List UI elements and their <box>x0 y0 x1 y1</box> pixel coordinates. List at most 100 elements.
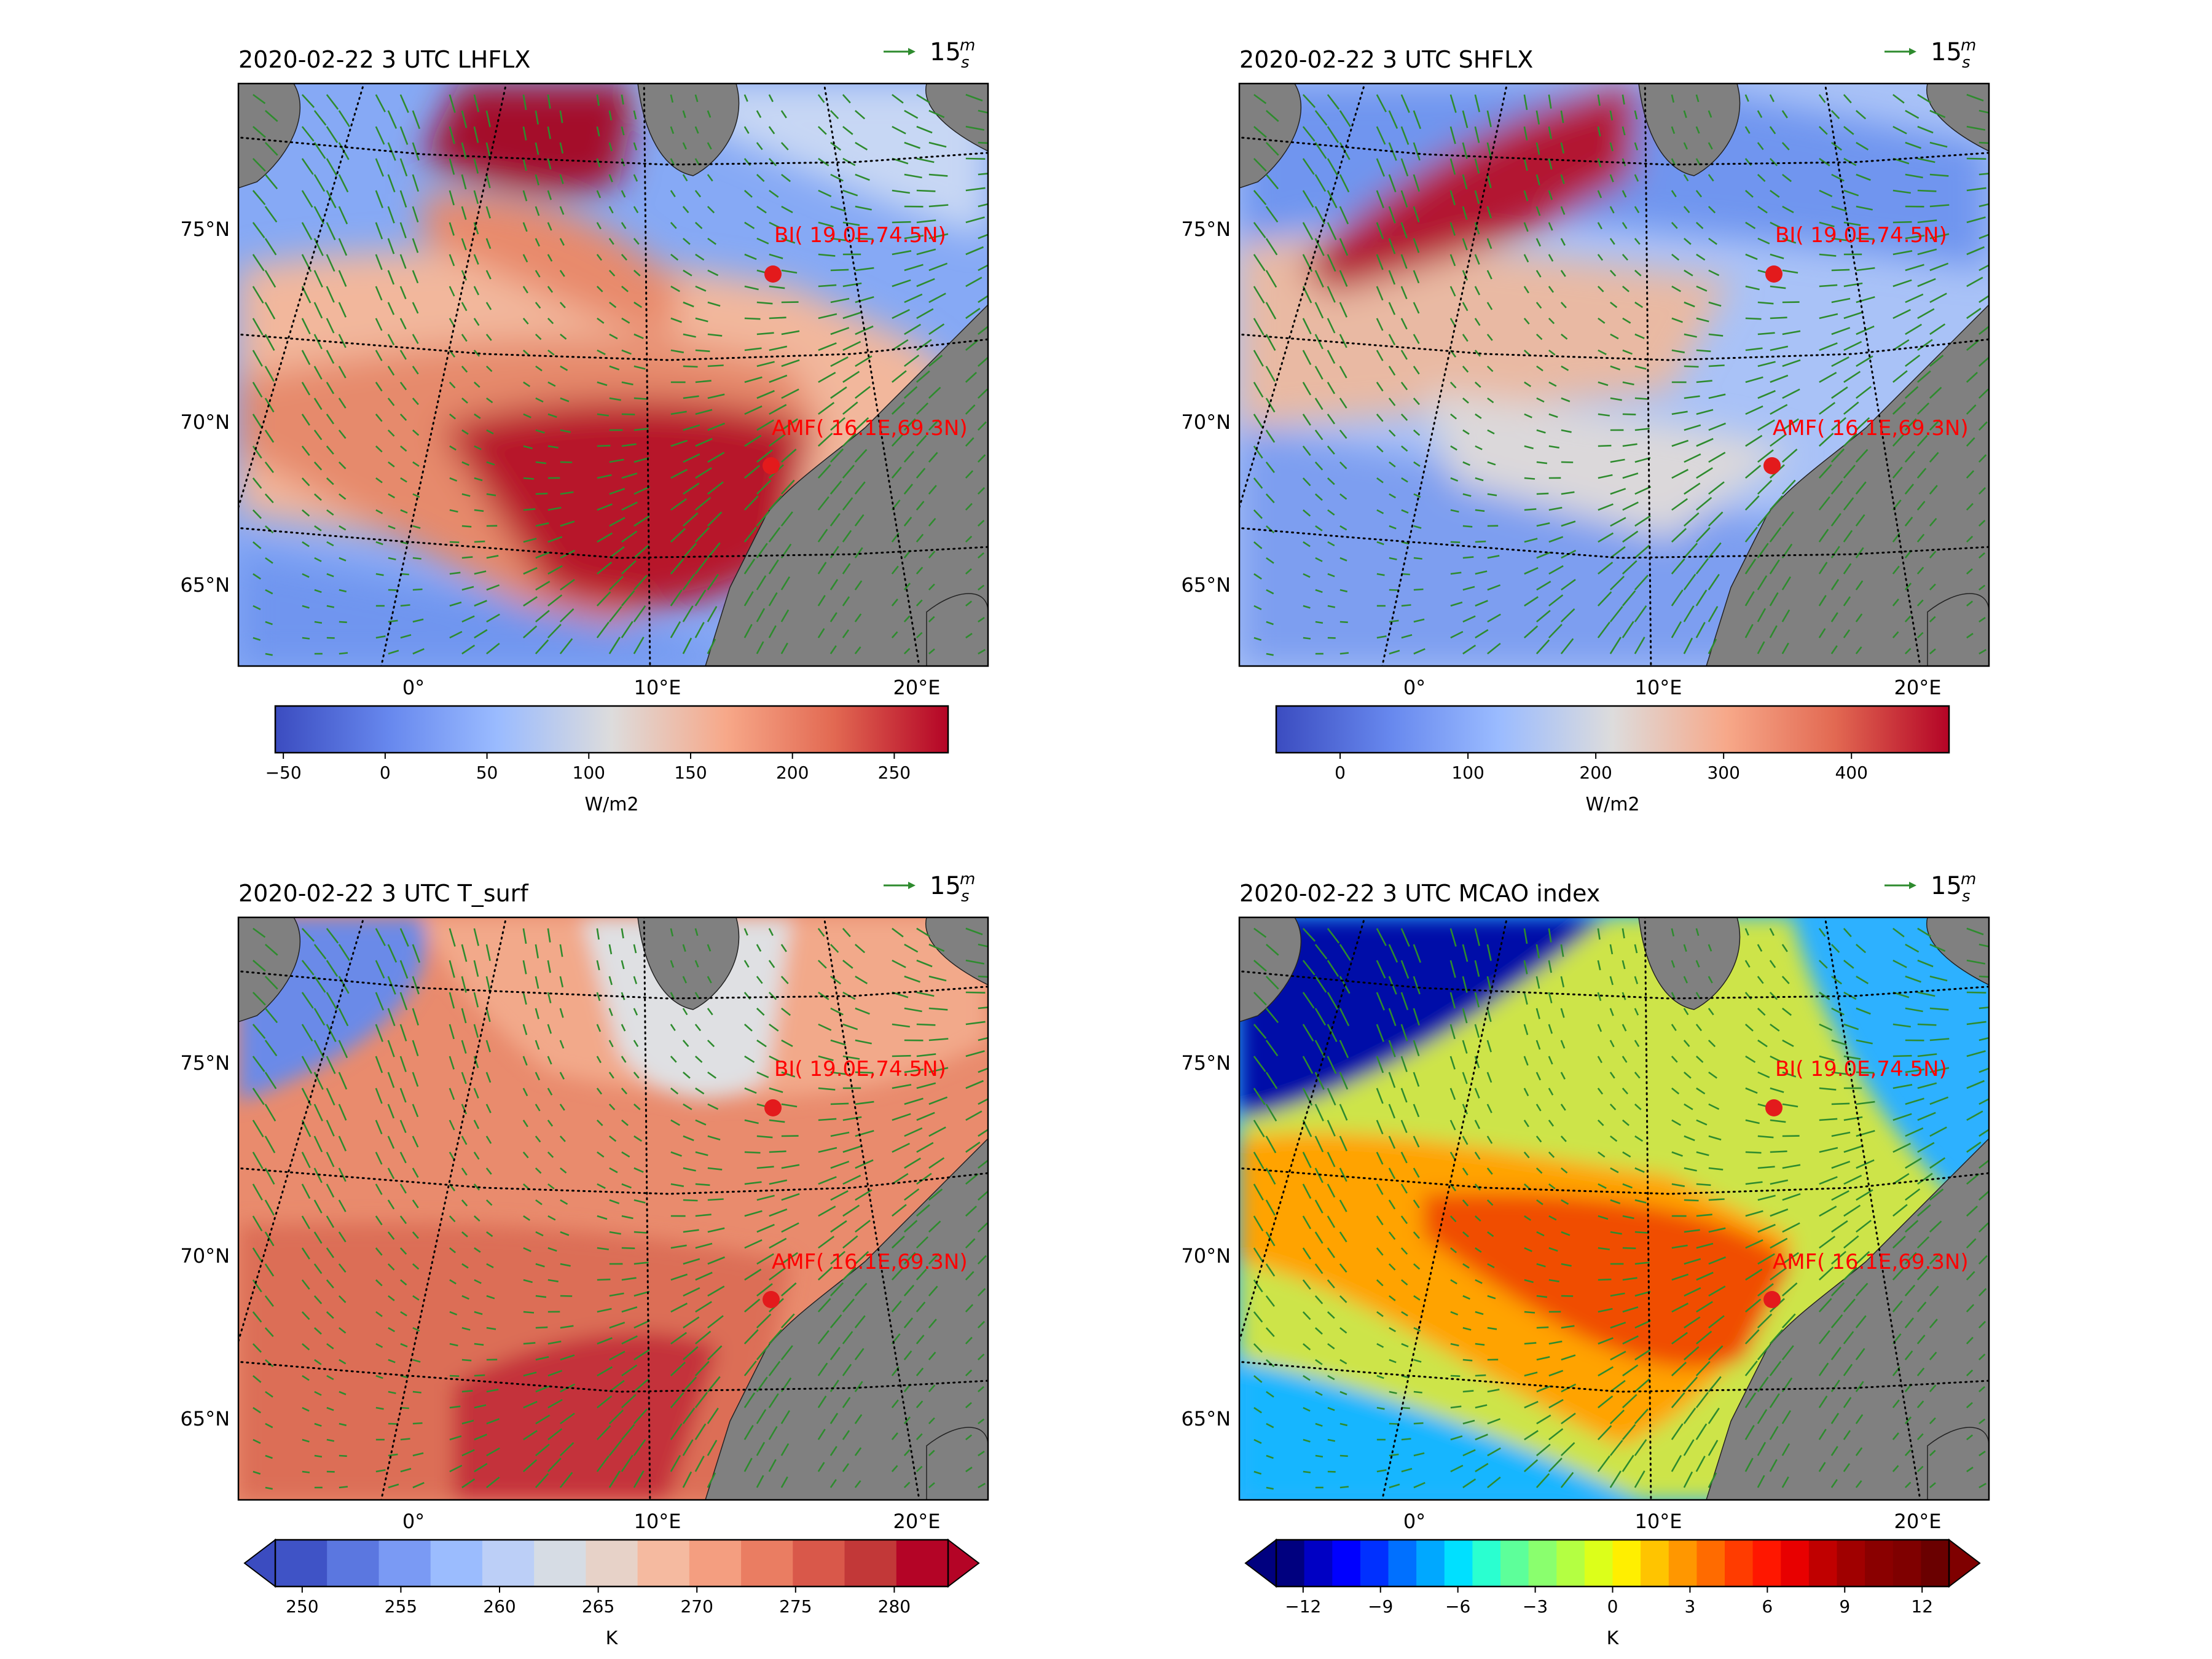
longitude-line <box>823 917 920 1500</box>
station-label-amf: AMF( 16.1E,69.3N) <box>1773 1250 1969 1274</box>
latitude-line <box>1239 136 1989 166</box>
lat-label: 65°N <box>180 573 230 597</box>
lon-label: 20°E <box>893 676 941 699</box>
colorbar-level <box>482 1540 535 1586</box>
lat-label: 75°N <box>1181 218 1231 241</box>
field-blobs <box>1239 84 1989 666</box>
colorbar-tick-label: −3 <box>1523 1596 1548 1617</box>
novaya-zemlya <box>925 917 988 986</box>
latitude-line <box>238 970 988 1000</box>
lon-label: 20°E <box>893 1510 941 1533</box>
finland-coast <box>926 593 988 666</box>
lon-label: 10°E <box>634 1510 681 1533</box>
wind-key-unit-top: m <box>960 36 975 55</box>
lat-label: 70°N <box>180 1244 230 1268</box>
wind-vectors <box>1253 93 1989 656</box>
lon-label: 0° <box>1403 676 1426 699</box>
colorbar-tick-label: 265 <box>582 1596 614 1617</box>
wind-vectors <box>1253 927 1989 1490</box>
colorbar-tick-label: 0 <box>380 763 391 783</box>
station-label-bi: BI( 19.0E,74.5N) <box>1775 1057 1947 1081</box>
colorbar-gradient <box>275 706 948 753</box>
colorbar-frame <box>274 705 949 754</box>
svalbard <box>1638 917 1741 1010</box>
colorbar-level <box>1584 1540 1614 1586</box>
latitude-line <box>238 136 988 166</box>
colorbar-level <box>844 1540 897 1586</box>
latitude-line <box>1239 1360 1989 1393</box>
colorbar-tick-label: 300 <box>1707 763 1739 783</box>
colorbar-level <box>1556 1540 1585 1586</box>
colorbar-tick-label: −9 <box>1368 1596 1393 1617</box>
wind-key-unit-bottom: s <box>1962 887 1971 906</box>
longitude-line <box>1824 917 1921 1500</box>
colorbar-level <box>1865 1540 1894 1586</box>
colorbar-level <box>534 1540 586 1586</box>
wind-key-unit-bottom: s <box>961 887 970 906</box>
colorbar-label: W/m2 <box>584 794 638 815</box>
map-area <box>238 84 988 666</box>
field-blobs <box>238 917 988 1500</box>
longitude-line <box>238 917 365 1344</box>
latitude-line <box>1239 527 1989 559</box>
colorbar-tick-label: 275 <box>779 1596 812 1617</box>
colorbar-level <box>1472 1540 1501 1586</box>
colorbar-level <box>327 1540 379 1586</box>
stations <box>763 1099 782 1308</box>
colorbar: −12 −9 −6 −3 0 3 6 9 12 K <box>1244 1538 1981 1649</box>
lat-label: 70°N <box>180 410 230 434</box>
lat-label: 70°N <box>1181 1244 1231 1268</box>
colorbar-tick-label: 50 <box>476 763 498 783</box>
colorbar-tick-label: −6 <box>1445 1596 1470 1617</box>
colorbar-tick-label: −12 <box>1285 1596 1321 1617</box>
colorbar-level <box>378 1540 431 1586</box>
colorbar-level <box>586 1540 638 1586</box>
greenland-coast <box>1239 84 1301 189</box>
wind-key-arrowhead <box>908 48 916 55</box>
lon-label: 0° <box>402 676 425 699</box>
colorbar-tick-label: −50 <box>265 763 302 783</box>
lon-label: 10°E <box>1635 676 1682 699</box>
longitude-line <box>238 84 365 511</box>
station-marker-amf <box>1763 1291 1781 1308</box>
norway-coast <box>705 1137 988 1500</box>
colorbar-level <box>1725 1540 1754 1586</box>
colorbar: −50 0 50 100 150 200 250 W/m2 <box>265 705 949 815</box>
greenland-coast <box>238 917 300 1022</box>
colorbar-tick-label: 200 <box>1579 763 1612 783</box>
station-label-amf: AMF( 16.1E,69.3N) <box>772 416 968 441</box>
landmasses <box>1239 84 1989 666</box>
colorbar-level <box>1752 1540 1781 1586</box>
colorbar-tick-label: 100 <box>573 763 605 783</box>
landmasses <box>238 917 988 1500</box>
lat-label: 65°N <box>1181 573 1231 597</box>
colorbar-tick-label: 100 <box>1451 763 1484 783</box>
svalbard <box>637 917 740 1010</box>
panel-title: 2020-02-22 3 UTC SHFLX <box>1239 46 1533 73</box>
colorbar-tick-label: 260 <box>483 1596 516 1617</box>
lat-label: 75°N <box>180 218 230 241</box>
graticule <box>1239 84 1989 666</box>
landmasses <box>238 84 988 666</box>
longitude-line <box>1824 84 1921 666</box>
lat-label: 75°N <box>180 1051 230 1075</box>
colorbar-tick-label: 6 <box>1762 1596 1773 1617</box>
stations <box>1763 1099 1783 1308</box>
map-frame <box>1238 916 1990 1501</box>
map-frame <box>237 82 989 667</box>
colorbar-extend-max <box>947 1538 980 1588</box>
longitude-line <box>1644 84 1652 666</box>
colorbar-label: K <box>1607 1628 1620 1649</box>
graticule <box>1239 917 1989 1500</box>
wind-key-value: 15 <box>1931 872 1962 900</box>
colorbar-level <box>1416 1540 1445 1586</box>
lon-label: 20°E <box>1894 676 1942 699</box>
novaya-zemlya <box>1926 917 1989 986</box>
colorbar-level <box>275 1540 327 1586</box>
colorbar-tick-label: 250 <box>286 1596 318 1617</box>
greenland-coast <box>1239 917 1301 1022</box>
longitude-line <box>823 84 920 666</box>
